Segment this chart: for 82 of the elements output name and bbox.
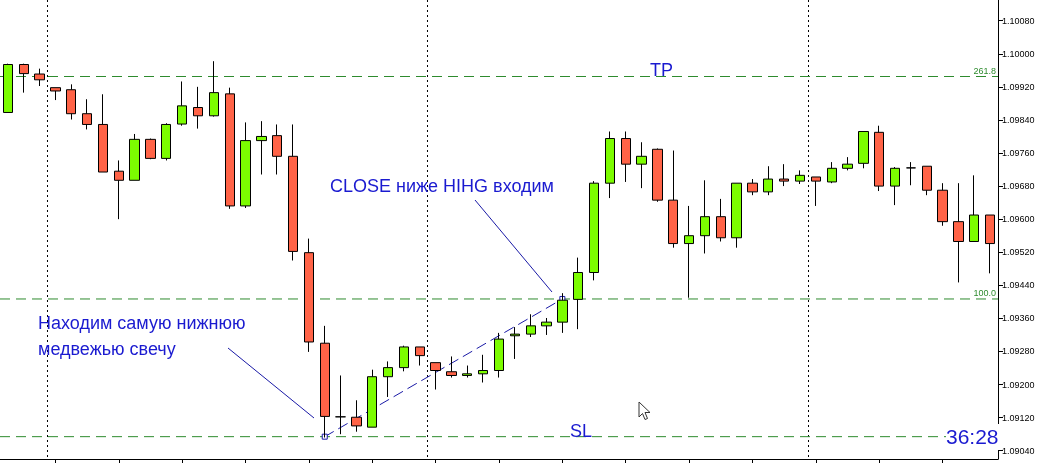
candlestick [494,332,504,379]
candlestick [50,87,61,101]
y-tick-label: 1.09280 [1002,346,1035,357]
candlestick [906,161,916,186]
annotation: TP [650,59,674,82]
candlestick [19,63,29,94]
candlestick [827,161,837,184]
candlestick [288,123,298,262]
candlestick [446,355,457,379]
y-tick-label: 1.09520 [1002,247,1035,258]
candlestick [652,147,663,203]
annotation: Находим самую нижнюю медвежью свечу [38,312,247,361]
candlestick [763,165,773,196]
candlestick [684,205,694,299]
candlestick [510,326,520,360]
candlestick [129,133,140,181]
candlestick [605,131,615,199]
candlestick [114,159,124,220]
candlestick [145,138,156,160]
candlestick [462,365,472,379]
candlestick [700,179,710,254]
candlestick [98,93,108,173]
candlestick [430,362,441,391]
candlestick [636,141,647,189]
annotation: CLOSE ниже HIHG входим [330,175,554,198]
candlestick [34,68,45,87]
candlestick [526,313,536,338]
y-tick-label: 1.10080 [1002,15,1035,26]
annotation: SL [570,420,593,443]
candlestick [842,156,853,171]
y-tick-label: 1.09040 [1002,445,1035,456]
candlestick [3,63,13,113]
candlestick [209,60,219,118]
candlestick [177,80,187,127]
candlestick [66,83,76,121]
candlestick [731,182,742,249]
candlestick [985,214,995,274]
candlestick [351,399,362,433]
y-tick-label: 1.09920 [1002,81,1035,92]
y-tick-label: 1.10000 [1002,48,1035,59]
y-tick-label: 1.09360 [1002,313,1035,324]
y-tick-label: 1.09120 [1002,412,1035,423]
candlestick [193,86,203,130]
candlestick [874,125,884,192]
candlestick [82,98,92,130]
y-tick-label: 1.09840 [1002,114,1035,125]
candlestick [858,131,869,169]
candlestick [811,176,821,207]
candlestick [668,150,678,249]
candlestick [541,317,552,336]
y-tick-label: 1.09440 [1002,280,1035,291]
candlestick [922,165,932,196]
candlestick [795,169,805,185]
candlestick [478,354,488,383]
candlestick [335,374,346,435]
candlestick [383,360,393,398]
candlestick [256,120,267,175]
candlestick [240,121,251,209]
y-tick-label: 1.09760 [1002,148,1035,158]
candlestick [716,198,726,242]
candlestick [747,178,758,196]
candlestick [304,238,314,353]
candlestick [399,345,409,372]
candlestick [937,182,948,227]
candlestick [953,182,964,283]
candlestick [589,180,599,281]
y-tick-label: 1.09600 [1002,214,1035,225]
annotation: 261.8 [973,66,996,76]
candlestick [415,346,425,367]
candlestick [779,163,789,187]
y-tick-label: 1.09680 [1002,181,1035,192]
candlestick [161,122,171,161]
annotation: 36:28 [946,424,999,450]
annotation: 100.0 [973,288,996,299]
candlestick [573,257,583,330]
candlestick [890,166,900,206]
candlestick [225,87,235,210]
candlestick [367,369,377,428]
candlestick [272,123,282,175]
y-tick-label: 1.09200 [1002,379,1035,390]
candlestick [621,131,631,183]
candlestick [969,174,979,242]
